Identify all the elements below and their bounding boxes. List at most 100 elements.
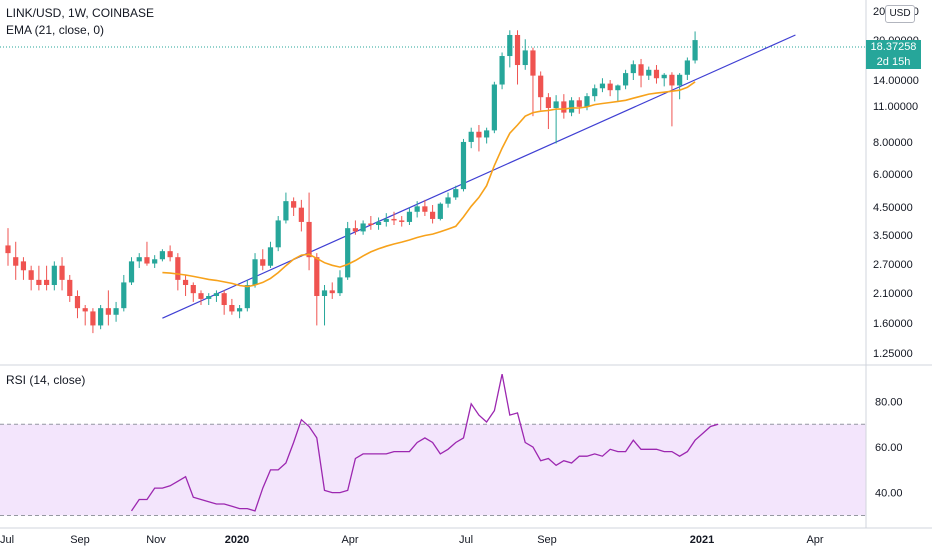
candle-body [646,69,652,76]
candle [44,265,50,291]
time-axis-label: Jul [0,534,14,546]
candle-body [599,83,606,89]
candle [74,290,81,319]
candles-layer [5,30,698,334]
candle-body [229,305,235,312]
candle-body [422,206,428,212]
candle-body [383,218,389,222]
candle-body [221,293,227,306]
candle [144,241,150,266]
candle [237,305,243,319]
candle-body [391,218,397,221]
candle-body [291,201,297,208]
candle [669,72,675,127]
candle [538,71,544,111]
candle-body [445,197,451,204]
candle [20,257,27,280]
candle [229,298,235,315]
candle-body [553,101,559,108]
candle-body [638,64,644,76]
candle-body [684,60,690,75]
candle-body [653,69,660,79]
candle [51,261,57,291]
candle [182,274,189,297]
candle-body [507,34,513,57]
rsi-legend[interactable]: RSI (14, close) [6,373,86,387]
candle-body [545,97,551,108]
candle [221,290,227,315]
time-axis-label: 2021 [690,534,714,546]
candle [167,245,173,262]
candle-body [368,223,374,226]
candle [260,249,266,271]
candle [298,199,304,232]
candle-body [453,189,459,198]
candle [159,249,165,262]
price-tick-label: 6.00000 [873,169,913,181]
ema-legend[interactable]: EMA (21, close, 0) [6,23,105,37]
candle-body [576,100,582,107]
candle [82,305,88,326]
candle [661,73,667,87]
price-tick-label: 2.70000 [873,259,913,271]
candle-body [499,56,505,85]
candle [329,282,335,299]
candle [90,308,96,334]
candle-body [175,257,181,280]
candle [430,205,436,224]
price-tick-label: 11.00000 [873,101,918,113]
candle-body [630,64,636,74]
candle [244,279,250,312]
candle-body [669,74,675,86]
candle-body [206,296,212,299]
candle [206,293,212,306]
candle [383,213,389,227]
candle [375,217,382,230]
candle-body [113,308,119,315]
chart-title[interactable]: LINK/USD, 1W, COINBASE [6,6,155,20]
candle [314,253,320,326]
time-axis-label: Apr [806,534,823,546]
candle-body [329,290,335,294]
time-axis-label: Apr [341,534,358,546]
ema-layer [162,81,696,288]
candle [175,253,181,291]
candle-body [406,211,413,222]
candle [615,84,621,102]
candle-body [337,277,343,294]
candle [5,228,11,266]
candle [198,290,204,306]
candle-body [260,259,266,266]
currency-badge[interactable]: USD [885,5,915,23]
candle [136,253,142,268]
candle [406,207,413,226]
candle-body [121,282,127,309]
candle [561,94,567,119]
candle-body [198,293,204,299]
price-tick-label: 2.10000 [873,288,913,300]
bar-countdown-tag: 2d 15h [866,55,921,69]
candle [522,39,528,70]
candle-body [522,50,528,66]
candle-body [82,308,88,312]
candle [291,197,297,217]
candle-body [476,131,482,138]
candle [507,30,513,68]
candle [105,290,111,326]
candle-body [51,265,57,286]
candle-body [152,259,158,264]
candle [445,192,451,208]
candle-body [13,257,19,266]
time-axis-label: Nov [146,534,166,546]
candle [460,138,467,192]
candle [113,301,119,322]
price-tick-label: 1.60000 [873,318,913,330]
candle [684,57,690,80]
rsi-line [130,373,719,512]
candle-body [352,228,358,232]
candle [36,265,42,291]
candle [568,97,575,117]
candle [692,31,698,64]
